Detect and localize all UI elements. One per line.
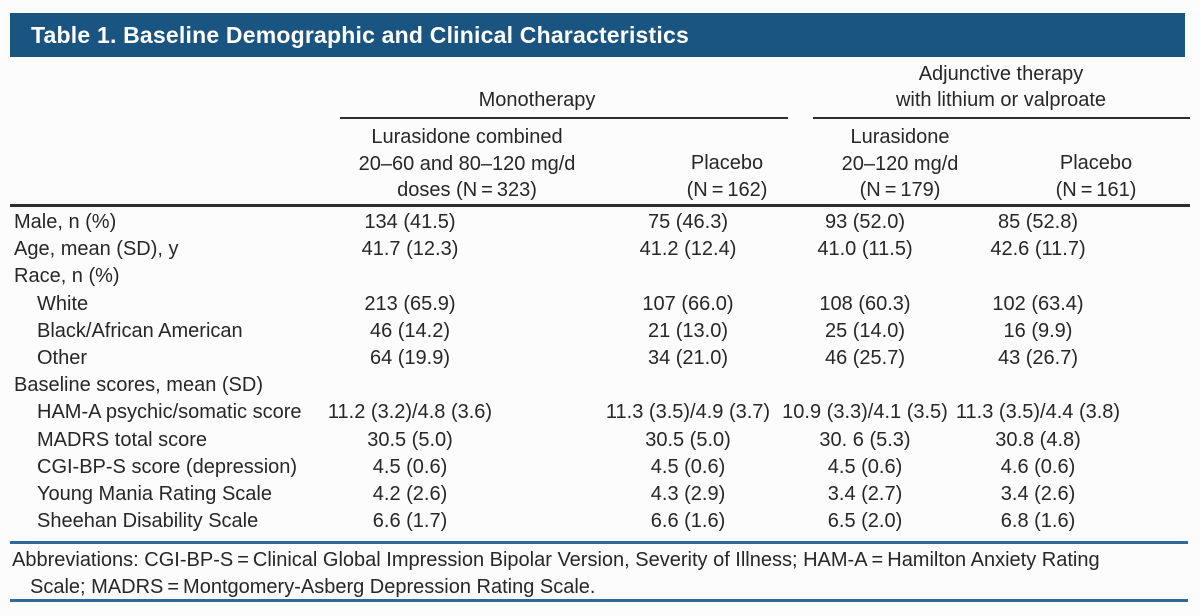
column-header-line: (N = 161) — [1055, 178, 1137, 201]
table-row: Male, n (%) 134 (41.5) 75 (46.3) 93 (52.0) 8… — [0, 209, 1200, 236]
column-header-line: Lurasidone combined — [371, 126, 563, 148]
value-cell-col3: 41.0 (11.5) — [817, 238, 913, 261]
table-row: Baseline scores, mean (SD) — [0, 372, 1200, 399]
table-bottom-rule — [10, 599, 1188, 602]
column-header-line: Placebo — [1059, 152, 1133, 174]
table-title-bar: Table 1. Baseline Demographic and Clinic… — [10, 13, 1185, 57]
table-row: Black/African American 46 (14.2) 21 (13.0)… — [0, 318, 1200, 345]
value-cell-col2: 4.3 (2.9) — [650, 482, 726, 505]
value-cell-col1: 46 (14.2) — [369, 319, 451, 342]
value-cell-col4: 3.4 (2.6) — [1000, 482, 1076, 505]
value-cell-col1: 64 (19.9) — [369, 346, 451, 369]
row-label: Race, n (%) — [14, 265, 120, 288]
table-row: Race, n (%) — [0, 263, 1200, 290]
value-cell-col1: 213 (65.9) — [364, 292, 456, 315]
table-row: CGI-BP-S score (depression) 4.5 (0.6) 4.5 … — [0, 454, 1200, 481]
value-cell-col2: 11.3 (3.5)/4.9 (3.7) — [605, 401, 771, 424]
row-label: CGI-BP-S score (depression) — [37, 455, 298, 478]
value-cell-col1: 11.2 (3.2)/4.8 (3.6) — [327, 401, 493, 424]
footnote-line: Abbreviations: CGI-BP-S = Clinical Globa… — [12, 549, 1100, 571]
table-row: Sheehan Disability Scale 6.6 (1.7) 6.6 (1.… — [0, 508, 1200, 535]
value-cell-col4: 16 (9.9) — [1003, 319, 1073, 342]
value-cell-col3: 25 (14.0) — [824, 319, 906, 342]
value-cell-col3: 93 (52.0) — [824, 211, 906, 233]
row-label: Sheehan Disability Scale — [37, 510, 259, 533]
table-row: HAM-A psychic/somatic score 11.2 (3.2)/4.… — [0, 399, 1200, 426]
group-header-adjunctive-line2: with lithium or valproate — [895, 89, 1107, 111]
row-label: Black/African American — [37, 319, 243, 342]
column-header-line: Placebo — [690, 152, 764, 174]
column-header-lurasidone-combined: Lurasidone combined 20–60 and 80–120 mg/… — [359, 124, 576, 204]
value-cell-col2: 6.6 (1.6) — [650, 510, 726, 533]
value-cell-col1: 134 (41.5) — [364, 211, 456, 233]
value-cell-col1: 4.2 (2.6) — [372, 482, 448, 505]
value-cell-col4: 6.8 (1.6) — [1000, 510, 1076, 533]
row-label: MADRS total score — [37, 428, 208, 451]
column-header-placebo-mono: Placebo (N = 162) — [687, 150, 768, 203]
row-label: Baseline scores, mean (SD) — [14, 374, 263, 397]
row-label: HAM-A psychic/somatic score — [37, 401, 302, 424]
value-cell-col2: 30.5 (5.0) — [645, 428, 731, 451]
value-cell-col4: 85 (52.8) — [997, 211, 1079, 233]
column-header-placebo-adjunctive: Placebo (N = 161) — [1056, 150, 1137, 203]
row-label: Male, n (%) — [14, 211, 117, 233]
value-cell-col3: 4.5 (0.6) — [827, 455, 903, 478]
monotherapy-underline — [340, 117, 788, 119]
row-label: White — [37, 292, 89, 315]
value-cell-col4: 42.6 (11.7) — [990, 238, 1086, 261]
value-cell-col2: 75 (46.3) — [647, 211, 729, 233]
column-header-line: 20–120 mg/d — [841, 152, 959, 175]
value-cell-col3: 6.5 (2.0) — [827, 510, 903, 533]
row-label: Other — [37, 346, 88, 369]
footnote-top-rule — [10, 541, 1188, 544]
group-header-monotherapy-label: Monotherapy — [478, 89, 596, 111]
value-cell-col4: 102 (63.4) — [992, 292, 1084, 315]
table-row: MADRS total score 30.5 (5.0) 30.5 (5.0) 30.… — [0, 427, 1200, 454]
table-title: Table 1. Baseline Demographic and Clinic… — [31, 22, 689, 48]
column-header-line: 20–60 and 80–120 mg/d — [358, 152, 576, 175]
column-header-line: (N = 162) — [686, 178, 768, 201]
value-cell-col4: 30.8 (4.8) — [995, 428, 1081, 451]
column-header-line: doses (N = 323) — [397, 179, 537, 201]
value-cell-col3: 46 (25.7) — [824, 346, 906, 369]
table-row: Other 64 (19.9) 34 (21.0) 46 (25.7) 43 (26.7… — [0, 345, 1200, 372]
column-header-line: (N = 179) — [859, 179, 941, 201]
value-cell-col2: 21 (13.0) — [647, 319, 729, 342]
value-cell-col2: 41.2 (12.4) — [639, 238, 737, 261]
row-label: Age, mean (SD), y — [14, 238, 179, 261]
value-cell-col3: 3.4 (2.7) — [827, 482, 903, 505]
footnote-line: Scale; MADRS = Montgomery-Asberg Depress… — [30, 575, 596, 598]
table-row: Young Mania Rating Scale 4.2 (2.6) 4.3 (2.… — [0, 481, 1200, 508]
value-cell-col3: 108 (60.3) — [819, 292, 911, 315]
value-cell-col4: 11.3 (3.5)/4.4 (3.8) — [955, 401, 1121, 424]
table-row: Age, mean (SD), y 41.7 (12.3) 41.2 (12.4) 4… — [0, 236, 1200, 263]
table-row: White 213 (65.9) 107 (66.0) 108 (60.3) 102 (… — [0, 291, 1200, 318]
abbreviations-footnote: Abbreviations: CGI-BP-S = Clinical Globa… — [12, 547, 1192, 600]
column-header-line: Lurasidone — [850, 126, 950, 148]
group-header-monotherapy: Monotherapy — [479, 87, 596, 113]
group-header-adjunctive: Adjunctive therapy with lithium or valpr… — [896, 61, 1106, 113]
value-cell-col1: 30.5 (5.0) — [367, 428, 453, 451]
value-cell-col3: 10.9 (3.3)/4.1 (3.5) — [782, 401, 948, 424]
column-header-lurasidone-adjunctive: Lurasidone 20–120 mg/d (N = 179) — [842, 124, 959, 204]
value-cell-col3: 30. 6 (5.3) — [819, 428, 911, 451]
value-cell-col2: 4.5 (0.6) — [650, 455, 726, 478]
table-body: Male, n (%) 134 (41.5) 75 (46.3) 93 (52.0) 8… — [0, 209, 1200, 535]
header-body-divider — [10, 204, 1190, 207]
value-cell-col4: 4.6 (0.6) — [1000, 455, 1076, 478]
value-cell-col1: 6.6 (1.7) — [372, 510, 448, 533]
value-cell-col2: 107 (66.0) — [642, 292, 734, 315]
row-label: Young Mania Rating Scale — [37, 482, 272, 505]
value-cell-col4: 43 (26.7) — [997, 346, 1079, 369]
adjunctive-underline — [813, 117, 1190, 119]
value-cell-col1: 4.5 (0.6) — [372, 455, 448, 478]
value-cell-col1: 41.7 (12.3) — [361, 238, 459, 261]
value-cell-col2: 34 (21.0) — [647, 346, 729, 369]
group-header-adjunctive-line1: Adjunctive therapy — [918, 63, 1084, 85]
